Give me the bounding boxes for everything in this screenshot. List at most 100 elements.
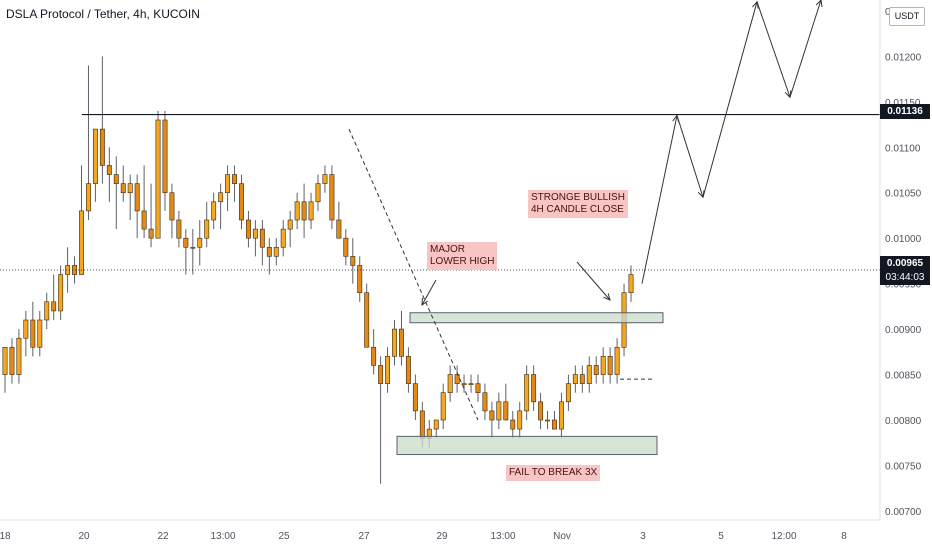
- candle-body: [572, 374, 578, 384]
- candle-body: [141, 210, 147, 230]
- candle-body: [461, 383, 467, 385]
- candle-body: [23, 319, 29, 339]
- candle-body: [510, 419, 516, 430]
- candle-body: [280, 228, 286, 248]
- candle-body: [155, 119, 161, 239]
- projection-leg: [641, 114, 680, 284]
- candle-body: [86, 183, 91, 212]
- time-tick-label: 13:00: [210, 531, 235, 542]
- candle-body: [37, 319, 43, 348]
- projection-leg: [676, 115, 705, 199]
- price-tick-label: 0.01150: [885, 98, 921, 109]
- arrow-head: [603, 293, 611, 301]
- time-tick-label: 18: [0, 531, 11, 542]
- candle-body: [447, 374, 453, 394]
- arrow-head: [421, 297, 429, 307]
- time-axis: 18 20 22 13:00 25 27 29 13:00 Nov 3 5 12:00 8: [0, 519, 880, 542]
- candle-body: [399, 328, 404, 357]
- candle-body: [190, 246, 196, 249]
- arrow-head: [815, 0, 823, 8]
- price-tick-label: 0.00750: [885, 461, 922, 472]
- time-tick-label: 25: [278, 531, 290, 542]
- candle-body: [176, 219, 182, 239]
- time-tick-label: 29: [436, 531, 448, 542]
- candle-body: [579, 374, 585, 384]
- candle-body: [385, 356, 391, 384]
- candle-body: [364, 292, 370, 348]
- price-tick-label: 0.00900: [885, 325, 922, 336]
- candle-body: [120, 183, 126, 194]
- candle-body: [287, 219, 293, 230]
- price-tick-label: 0.01100: [885, 143, 921, 154]
- current-price-tag: 0.00965: [880, 256, 930, 271]
- candle-body: [600, 356, 606, 375]
- candle-body: [162, 119, 168, 194]
- arrow-shaft: [676, 115, 704, 198]
- candle-body: [614, 346, 620, 375]
- arrow-shaft: [756, 1, 791, 98]
- time-tick-label: Nov: [553, 531, 571, 542]
- candle-body: [419, 410, 425, 439]
- zone-breakout: [409, 312, 664, 324]
- candle-body: [58, 274, 64, 312]
- annotation-bullish-close: STRONGE BULLISH 4H CANDLE CLOSE: [528, 190, 628, 218]
- annotation-lower-high: MAJOR LOWER HIGH: [427, 242, 498, 270]
- time-tick-label: 13:00: [490, 531, 515, 542]
- zone-support: [396, 435, 658, 456]
- candle-body: [9, 346, 15, 375]
- price-tick-label: 0.01000: [885, 234, 922, 245]
- candle-body: [545, 419, 550, 422]
- candle-body: [440, 392, 446, 421]
- price-tick-label: 0.01200: [885, 52, 922, 63]
- candle-body: [524, 374, 530, 412]
- candle-body: [329, 174, 335, 221]
- time-tick-label: 5: [718, 531, 724, 542]
- candle-body: [503, 401, 509, 421]
- candle-body: [197, 237, 203, 248]
- candle-body: [475, 383, 481, 394]
- candle-body: [92, 128, 98, 184]
- resistance-price-tag: 0.01136: [880, 104, 930, 119]
- candle-body: [343, 237, 349, 257]
- overlays: [0, 0, 880, 456]
- candle-body: [322, 174, 328, 184]
- price-tick-label: 0.00950: [885, 280, 922, 291]
- candle-body: [628, 274, 634, 294]
- candle-body: [72, 265, 78, 275]
- candle-body: [294, 201, 300, 221]
- candle-body: [232, 174, 237, 184]
- projection-leg: [789, 0, 823, 98]
- candle-body: [405, 356, 411, 384]
- projection-leg: [756, 1, 792, 99]
- candle-body: [607, 356, 613, 375]
- price-tick-label: 0.00700: [885, 507, 922, 518]
- candle-body: [350, 256, 356, 266]
- candle-body: [16, 337, 22, 375]
- candle-body: [79, 210, 84, 275]
- arrow-bullish-close: [576, 261, 611, 301]
- time-tick-label: 12:00: [771, 531, 796, 542]
- candle-body: [565, 383, 571, 403]
- arrow-shaft: [641, 115, 678, 284]
- candle-body: [593, 365, 599, 375]
- candle-body: [266, 246, 272, 257]
- candle-body: [357, 265, 363, 294]
- candle-body: [586, 365, 592, 384]
- candle-body: [169, 192, 175, 221]
- candle-body: [204, 219, 210, 239]
- candle-body: [482, 392, 488, 412]
- candle-body: [239, 183, 244, 221]
- candle-body: [468, 383, 474, 385]
- currency-badge[interactable]: USDT: [889, 7, 925, 26]
- candle-body: [489, 410, 495, 421]
- time-tick-label: 8: [841, 531, 847, 542]
- candle-body: [496, 401, 502, 421]
- candle-body: [336, 219, 342, 239]
- candle-body: [558, 401, 564, 430]
- candle-body: [99, 128, 105, 166]
- candle-body: [412, 383, 418, 412]
- candles: [2, 56, 634, 484]
- candle-body: [552, 419, 557, 430]
- candle-body: [531, 374, 537, 403]
